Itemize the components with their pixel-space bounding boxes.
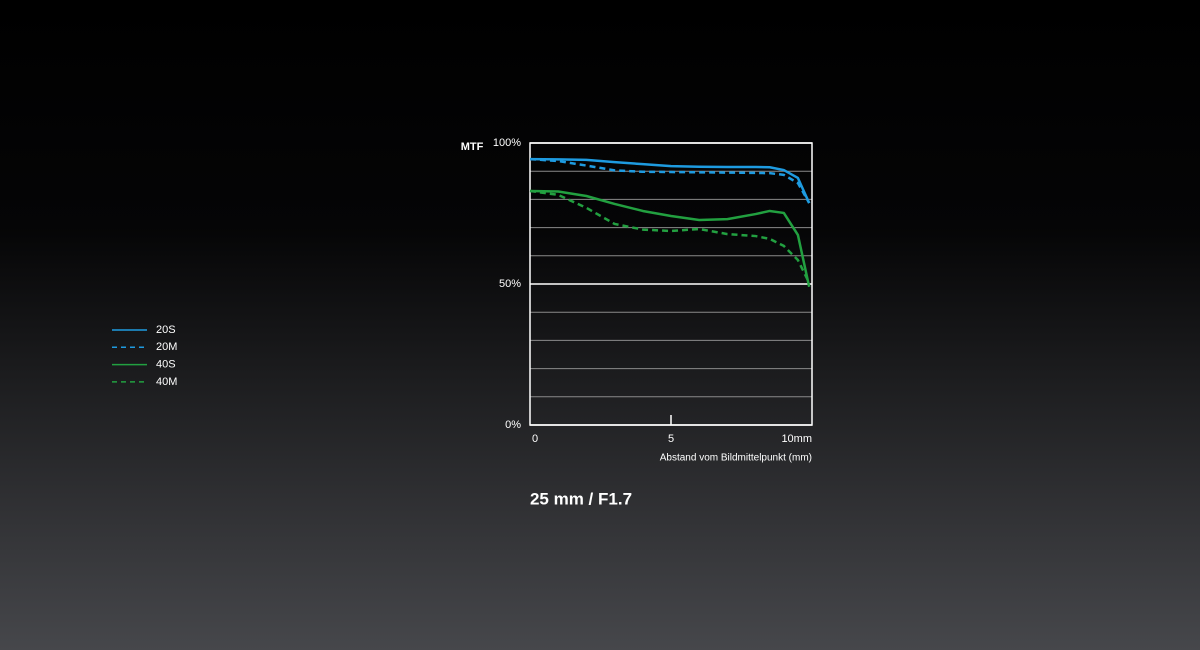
y-tick-label: 100%	[493, 137, 521, 149]
x-tick-label: 5	[668, 433, 674, 445]
legend-label: 20S	[156, 324, 176, 336]
y-tick-label: 50%	[499, 278, 521, 290]
x-tick-label: 10mm	[781, 433, 812, 445]
series-line	[529, 157, 811, 204]
chart-title: 25 mm / F1.7	[530, 489, 632, 508]
legend-label: 40M	[156, 376, 177, 388]
y-axis-label: MTF	[461, 141, 484, 153]
plot-frame	[529, 142, 813, 426]
y-tick-label: 0%	[505, 419, 521, 431]
x-axis-label: Abstand vom Bildmittelpunkt (mm)	[660, 453, 812, 464]
series-line	[529, 189, 811, 288]
series-line	[529, 189, 811, 284]
legend-label: 20M	[156, 341, 177, 353]
x-tick-label: 0	[532, 433, 538, 445]
legend-label: 40S	[156, 359, 176, 371]
series-line	[529, 157, 811, 204]
